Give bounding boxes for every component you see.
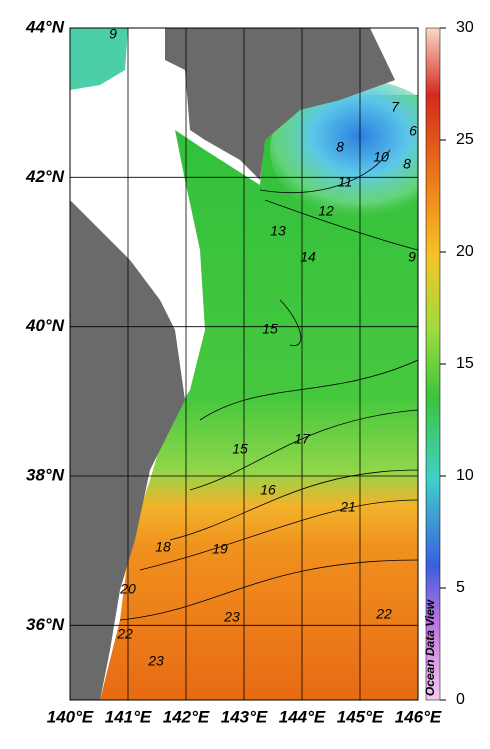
x-tick-label: 144°E bbox=[279, 707, 326, 726]
x-tick-label: 146°E bbox=[395, 707, 442, 726]
contour-label: 19 bbox=[212, 541, 228, 557]
land bbox=[165, 28, 395, 180]
contour-label: 13 bbox=[270, 223, 286, 239]
x-tick-label: 143°E bbox=[221, 707, 268, 726]
colorbar bbox=[425, 27, 441, 701]
y-tick-label: 38°N bbox=[26, 465, 65, 484]
contours bbox=[119, 149, 418, 621]
colorbar-tick-label: 25 bbox=[456, 131, 474, 148]
contour-label: 10 bbox=[373, 149, 389, 165]
colorbar-tick-label: 5 bbox=[456, 579, 465, 596]
contour-label: 23 bbox=[147, 653, 164, 669]
x-tick-label: 141°E bbox=[105, 707, 152, 726]
contour-label: 17 bbox=[294, 431, 311, 447]
land bbox=[70, 200, 185, 700]
contour-label: 23 bbox=[223, 609, 240, 625]
contour-label: 16 bbox=[260, 482, 276, 498]
data-field-north bbox=[70, 28, 128, 90]
y-tick-label: 40°N bbox=[25, 316, 65, 335]
x-tick-label: 145°E bbox=[337, 707, 384, 726]
plot-frame bbox=[69, 27, 419, 701]
contour-label: 22 bbox=[375, 606, 392, 622]
contour-label: 20 bbox=[119, 581, 136, 597]
x-tick-label: 142°E bbox=[163, 707, 210, 726]
plot-area bbox=[70, 28, 418, 700]
colorbar-tick-label: 10 bbox=[456, 467, 474, 484]
contour-label: 6 bbox=[409, 123, 417, 139]
x-tick-label: 140°E bbox=[47, 707, 94, 726]
contour-label: 8 bbox=[336, 139, 344, 155]
colorbar-tick-label: 0 bbox=[456, 691, 465, 708]
contour-label: 8 bbox=[403, 156, 411, 172]
colorbar-tick-label: 20 bbox=[456, 243, 474, 260]
contour-label: 9 bbox=[408, 249, 416, 265]
y-tick-label: 42°N bbox=[25, 167, 65, 186]
data-field bbox=[100, 95, 418, 700]
contour-label: 14 bbox=[300, 249, 316, 265]
contour-label: 15 bbox=[262, 321, 278, 337]
contour-label: 18 bbox=[155, 539, 171, 555]
contour-label: 9 bbox=[109, 26, 117, 42]
contour-label: 11 bbox=[338, 174, 353, 190]
contour-label: 21 bbox=[339, 499, 356, 515]
contour-label: 12 bbox=[318, 203, 334, 219]
colorbar-tick-label: 30 bbox=[456, 19, 474, 36]
y-tick-label: 36°N bbox=[26, 615, 65, 634]
cold-region bbox=[270, 80, 418, 220]
contour-label: 22 bbox=[116, 626, 133, 642]
colorbar-tick-label: 15 bbox=[456, 355, 474, 372]
y-tick-label: 44°N bbox=[25, 17, 65, 36]
contour-label: 7 bbox=[391, 99, 400, 115]
watermark: Ocean Data View bbox=[423, 599, 437, 696]
contour-label: 15 bbox=[232, 441, 248, 457]
